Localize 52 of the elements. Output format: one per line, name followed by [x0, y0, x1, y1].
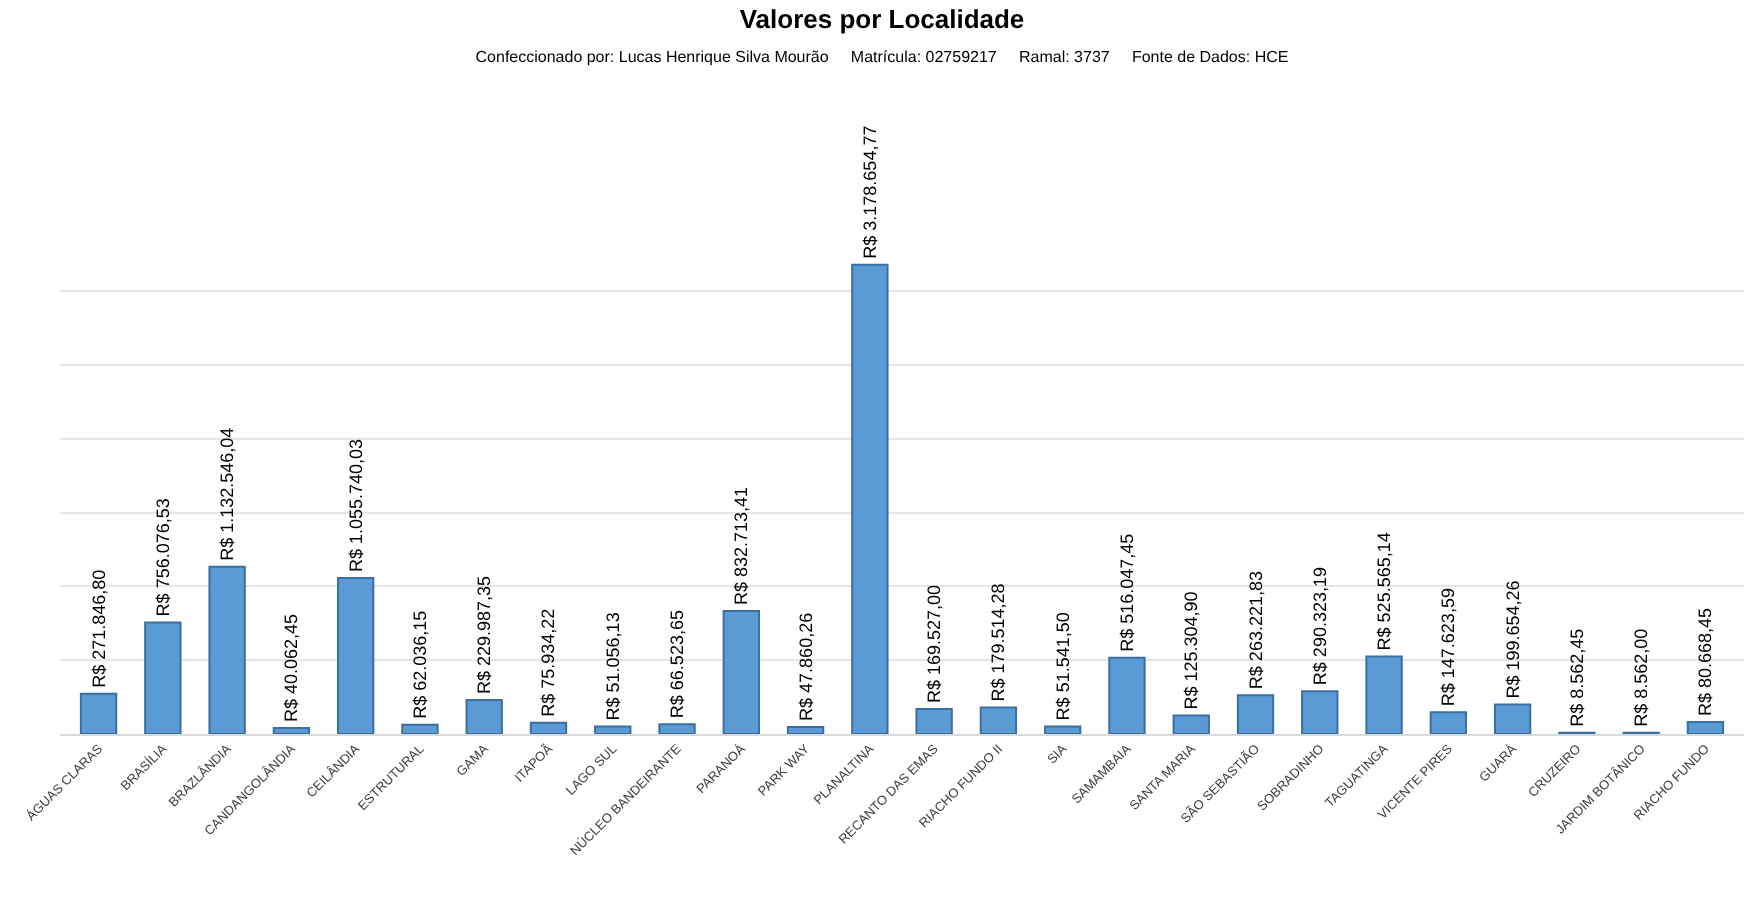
bar: [1108, 656, 1146, 734]
bar: [1365, 655, 1403, 734]
data-label: R$ 263.221,83: [1245, 571, 1266, 690]
bar: [1172, 714, 1210, 734]
data-label: R$ 62.036,15: [409, 610, 430, 719]
data-label: R$ 147.623,59: [1438, 588, 1459, 707]
data-label: R$ 290.323,19: [1309, 567, 1330, 686]
bar: [786, 725, 825, 734]
bar: [79, 692, 118, 734]
bar: [1686, 721, 1725, 734]
data-label: R$ 40.062,45: [281, 613, 302, 723]
bar: [979, 706, 1018, 734]
bar: [1044, 725, 1082, 734]
data-label: R$ 271.846,80: [88, 569, 109, 688]
bar: [144, 621, 182, 734]
data-label: R$ 179.514,28: [988, 583, 1009, 702]
chart-subtitle: Confeccionado por: Lucas Henrique Silva Mourão Matrícula: 02759217 Ramal: 3737 Fonte de Dados: HCE: [475, 47, 1289, 66]
data-label: R$ 80.668,45: [1695, 608, 1716, 717]
data-label: R$ 169.527,00: [924, 584, 945, 703]
data-label: R$ 832.713,41: [731, 486, 752, 606]
bar: [722, 610, 760, 734]
bar: [594, 725, 632, 734]
data-label: R$ 3.178.654,77: [859, 125, 880, 259]
bar: [1236, 694, 1275, 734]
bar: [401, 723, 439, 734]
data-label: R$ 525.565,14: [1374, 532, 1395, 651]
data-label: R$ 8.562,00: [1631, 628, 1652, 727]
data-label: R$ 199.654,26: [1502, 580, 1523, 699]
bar: [336, 577, 375, 734]
bar: [915, 707, 953, 734]
data-label: R$ 516.047,45: [1116, 533, 1137, 652]
data-label: R$ 229.987,35: [474, 575, 495, 695]
data-label: R$ 1.055.740,03: [345, 438, 366, 573]
data-label: R$ 756.076,53: [152, 498, 173, 617]
data-label: R$ 51.056,13: [602, 612, 623, 721]
data-label: R$ 51.541,50: [1052, 612, 1073, 721]
data-label: R$ 125.304,90: [1181, 591, 1202, 710]
data-label: R$ 8.562,45: [1566, 628, 1587, 727]
bar: [208, 565, 246, 734]
bar: [851, 263, 889, 734]
bar: [529, 721, 568, 734]
data-label: R$ 47.860,26: [795, 612, 816, 721]
bar: [1301, 690, 1339, 734]
data-label: R$ 1.132.546,04: [217, 427, 238, 561]
bar: [272, 727, 311, 734]
data-label: R$ 75.934,22: [538, 608, 559, 717]
bar: [658, 723, 696, 734]
bar: [1429, 711, 1468, 734]
chart-title: Valores por Localidade: [739, 3, 1025, 34]
bar: [1493, 703, 1532, 734]
bar: [465, 699, 503, 734]
data-label: R$ 66.523,65: [667, 610, 688, 719]
